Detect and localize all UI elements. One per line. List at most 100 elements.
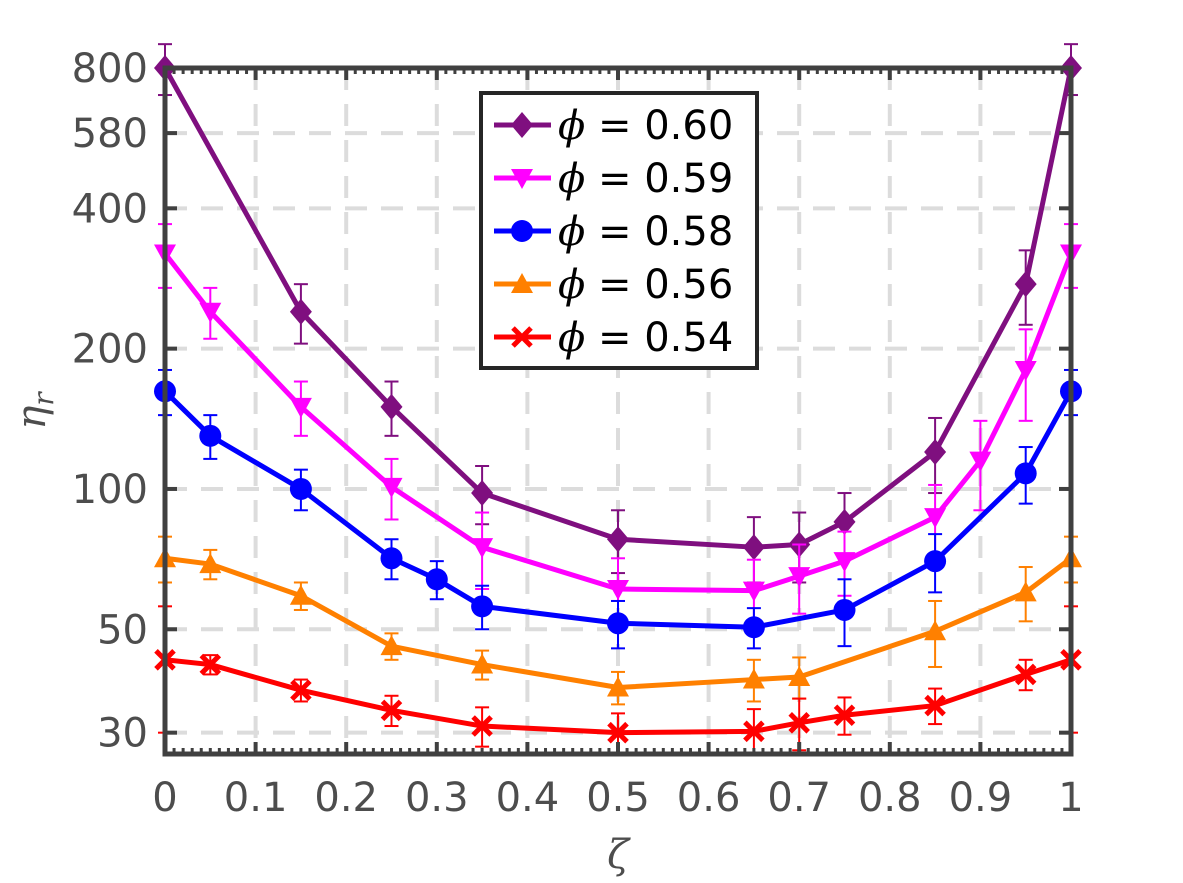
data-point	[290, 679, 312, 701]
legend-symbol: ϕ	[558, 156, 585, 202]
data-point	[511, 112, 533, 138]
data-point	[289, 477, 312, 500]
data-point	[380, 547, 403, 570]
y-tick-label: 800	[72, 46, 148, 92]
data-point	[924, 620, 947, 641]
x-tick-label: 1	[1058, 775, 1083, 821]
data-point	[969, 451, 992, 472]
data-point	[607, 526, 629, 553]
data-point	[1014, 271, 1037, 298]
data-point	[471, 538, 494, 559]
y-axis-title-group: ηr	[9, 391, 60, 430]
data-point	[289, 397, 312, 418]
y-tick-label: 580	[72, 111, 148, 157]
x-tick-label: 0	[152, 775, 177, 821]
data-point	[788, 665, 811, 686]
data-point	[833, 552, 856, 573]
legend-value: = 0.58	[585, 209, 733, 255]
x-tick-label: 0.4	[496, 775, 560, 821]
legend-label: ϕ = 0.56	[558, 262, 733, 308]
y-tick-labels: 30 50 100 200 400 580 800	[72, 46, 148, 757]
data-point	[924, 508, 947, 529]
data-point	[607, 721, 629, 744]
legend-value: = 0.56	[585, 262, 733, 308]
data-point	[380, 393, 403, 420]
data-point	[833, 598, 856, 621]
legend: ϕ = 0.60ϕ = 0.59ϕ = 0.58ϕ = 0.56ϕ = 0.54	[479, 91, 759, 370]
data-point	[1014, 581, 1037, 602]
data-point	[199, 424, 222, 447]
data-point	[742, 668, 765, 689]
legend-entry: ϕ = 0.60	[494, 103, 733, 149]
data-point	[380, 477, 403, 498]
data-point	[471, 480, 494, 507]
data-point	[425, 568, 448, 591]
y-axis-title-base: η	[9, 406, 55, 430]
data-point	[511, 273, 533, 293]
x-tick-label: 0.3	[405, 775, 469, 821]
data-point	[289, 584, 312, 605]
x-tick-labels: 0 0.1 0.2 0.3 0.4 0.5 0.6 0.7 0.8 0.9 1	[152, 775, 1083, 821]
y-tick-label: 400	[72, 186, 148, 232]
x-tick-label: 0.2	[314, 775, 378, 821]
data-point	[1014, 663, 1037, 686]
data-point	[833, 704, 856, 726]
data-point	[742, 616, 765, 639]
data-point	[289, 298, 312, 325]
legend-entry: ϕ = 0.58	[494, 209, 733, 255]
series-line	[163, 389, 1074, 630]
legend-symbol: ϕ	[558, 209, 585, 255]
legend-value: = 0.59	[585, 156, 733, 202]
data-point	[607, 580, 629, 601]
data-point	[471, 653, 494, 674]
data-point	[607, 676, 629, 697]
legend-entry: ϕ = 0.54	[494, 315, 733, 361]
data-point	[511, 169, 533, 189]
data-point	[924, 694, 946, 717]
y-axis-title-subscript: r	[27, 391, 60, 406]
x-tick-label: 0.7	[767, 775, 831, 821]
data-point	[199, 653, 222, 676]
data-point	[199, 302, 222, 323]
legend-label: ϕ = 0.60	[558, 103, 733, 149]
series-line	[164, 657, 1072, 736]
axis-ticks	[163, 66, 1073, 754]
legend-label: ϕ = 0.59	[558, 156, 733, 202]
x-tick-label: 0.8	[858, 775, 922, 821]
x-tick-label: 0.9	[949, 775, 1013, 821]
data-point	[199, 553, 222, 574]
legend-symbol: ϕ	[558, 262, 585, 308]
data-point	[471, 715, 493, 737]
y-tick-label: 100	[72, 467, 148, 513]
y-tick-label: 30	[97, 711, 148, 757]
data-point	[788, 567, 811, 588]
data-point	[742, 534, 765, 561]
legend-value: = 0.60	[585, 103, 733, 149]
legend-symbol: ϕ	[558, 315, 585, 361]
x-tick-label: 0.1	[224, 775, 288, 821]
legend-value: = 0.54	[585, 315, 733, 361]
data-point	[924, 550, 947, 573]
data-point	[1014, 360, 1037, 381]
legend-entry: ϕ = 0.56	[494, 262, 733, 308]
data-point	[380, 699, 403, 722]
legend-symbol: ϕ	[558, 103, 585, 149]
data-point	[511, 220, 533, 242]
data-point	[1014, 462, 1037, 485]
y-tick-label: 200	[72, 327, 148, 373]
data-point	[743, 720, 765, 743]
x-tick-label: 0.5	[586, 775, 650, 821]
data-point	[788, 712, 810, 734]
data-point	[924, 439, 947, 466]
data-point	[471, 595, 494, 618]
legend-entry: ϕ = 0.59	[494, 156, 733, 202]
x-tick-label: 0.6	[677, 775, 741, 821]
y-axis-title: ηr	[9, 391, 60, 430]
data-point	[742, 581, 765, 602]
data-point	[833, 508, 856, 535]
data-point	[380, 635, 403, 656]
y-tick-label: 50	[97, 607, 148, 653]
data-point	[607, 612, 629, 635]
legend-label: ϕ = 0.54	[558, 315, 733, 361]
